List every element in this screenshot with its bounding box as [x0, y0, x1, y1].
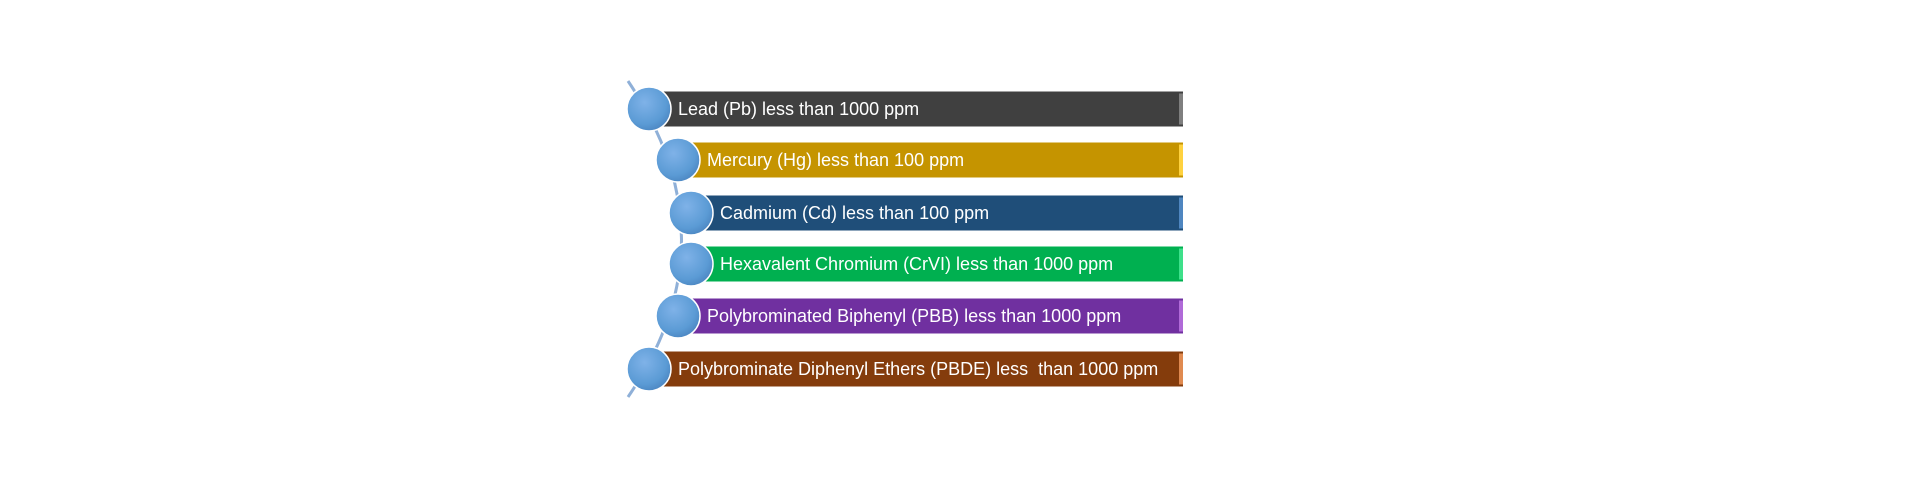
bar-edge	[1179, 197, 1183, 229]
bullet	[655, 137, 701, 183]
bar	[649, 91, 1183, 127]
bar-edge	[1179, 353, 1183, 385]
bar	[691, 246, 1183, 282]
item-label: Hexavalent Chromium (CrVI) less than 100…	[720, 254, 1113, 274]
bullet	[668, 241, 714, 287]
item-label: Polybrominate Diphenyl Ethers (PBDE) les…	[678, 359, 1158, 379]
bar	[649, 351, 1183, 387]
item-label: Polybrominated Biphenyl (PBB) less than …	[707, 306, 1121, 326]
bar-edge	[1179, 300, 1183, 332]
bullet	[668, 190, 714, 236]
bar	[691, 195, 1183, 231]
bar	[678, 142, 1183, 178]
item-label: Lead (Pb) less than 1000 ppm	[678, 99, 919, 119]
bullet	[626, 86, 672, 132]
item-label: Mercury (Hg) less than 100 ppm	[707, 150, 964, 170]
list: Lead (Pb) less than 1000 ppm Mercury (Hg)…	[626, 86, 1183, 392]
bullet	[655, 293, 701, 339]
bullet	[626, 346, 672, 392]
bar-edge	[1179, 144, 1183, 176]
bar-edge	[1179, 93, 1183, 125]
bar-edge	[1179, 248, 1183, 280]
bar	[678, 298, 1183, 334]
item-label: Cadmium (Cd) less than 100 ppm	[720, 203, 989, 223]
